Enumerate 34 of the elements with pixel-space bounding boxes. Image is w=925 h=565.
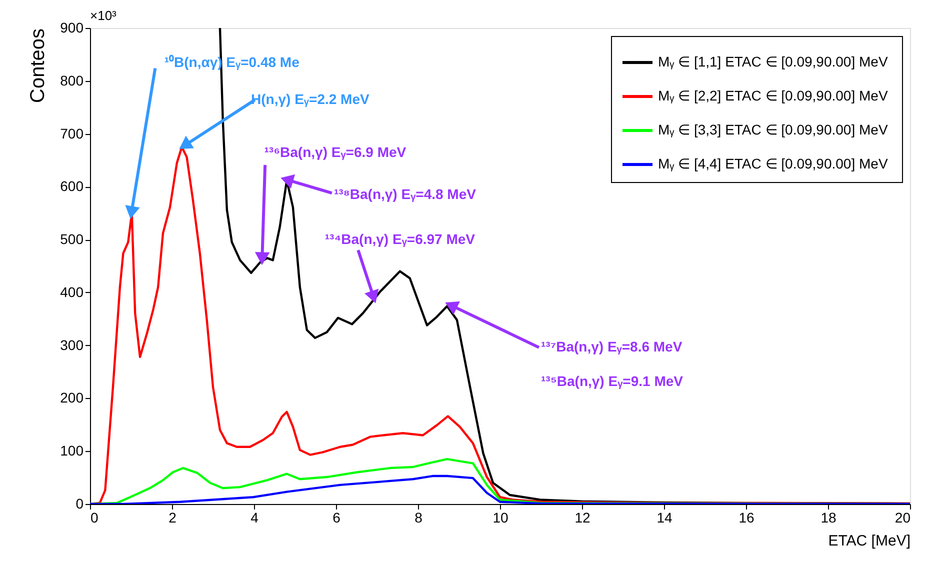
x-tick-label: 18 <box>820 510 836 526</box>
x-tick-label: 20 <box>894 510 911 526</box>
x-tick-label: 14 <box>656 510 672 526</box>
y-tick-label: 300 <box>60 336 84 353</box>
x-tick-label: 6 <box>332 510 341 526</box>
y-tick-label: 100 <box>60 442 84 459</box>
legend-label: Mᵧ ∈ [3,3] ETAC ∈ [0.09,90.00] MeV <box>658 122 888 138</box>
y-tick-label: 200 <box>60 390 84 406</box>
x-tick-label: 10 <box>492 510 508 526</box>
y-tick-label: 0 <box>76 496 84 512</box>
y-tick-label: 600 <box>60 178 84 194</box>
annotation: H(n,γ) Eᵧ=2.2 MeV <box>251 90 370 107</box>
x-axis-title: ETAC [MeV] <box>828 532 910 550</box>
annotation: ¹³⁵Ba(n,γ) Eᵧ=9.1 MeV <box>541 372 684 389</box>
x-tick-label: 8 <box>414 510 423 526</box>
y-tick-label: 500 <box>60 231 84 248</box>
y-tick-label: 800 <box>60 72 84 88</box>
y-axis-title: Conteos <box>27 28 50 103</box>
y-tick-label: 900 <box>60 20 84 36</box>
x-tick-label: 4 <box>250 510 259 526</box>
x-tick-label: 2 <box>168 510 177 526</box>
annotation: ¹³⁷Ba(n,γ) Eᵧ=8.6 MeV <box>541 338 683 354</box>
legend-label: Mᵧ ∈ [4,4] ETAC ∈ [0.09,90.00] MeV <box>658 156 888 172</box>
legend-label: Mᵧ ∈ [1,1] ETAC ∈ [0.09,90.00] MeV <box>658 54 888 70</box>
y-tick-label: 700 <box>60 125 84 142</box>
y-tick-label: 400 <box>60 284 84 300</box>
annotation: ¹³⁸Ba(n,γ) Eᵧ=4.8 MeV <box>334 186 477 202</box>
annotation: ¹³⁴Ba(n,γ) Eᵧ=6.97 MeV <box>324 231 476 248</box>
legend-label: Mᵧ ∈ [2,2] ETAC ∈ [0.09,90.00] MeV <box>658 88 888 104</box>
annotation: ¹³⁶Ba(n,γ) Eᵧ=6.9 MeV <box>264 144 407 160</box>
x-tick-label: 16 <box>738 510 754 526</box>
x-tick-label: 0 <box>90 510 98 526</box>
x-tick-label: 12 <box>574 510 590 526</box>
text: ×10³ <box>90 8 118 23</box>
